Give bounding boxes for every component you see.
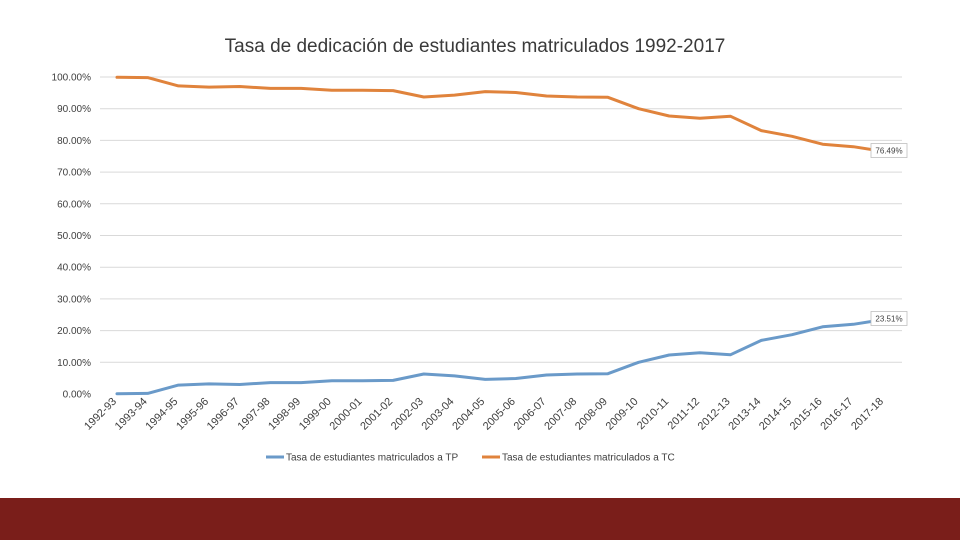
x-tick-label: 1999-00 (297, 396, 334, 433)
x-tick-label: 2005-06 (481, 396, 518, 433)
callout-label: 23.51% (875, 314, 902, 323)
x-tick-label: 2002-03 (389, 396, 426, 433)
x-tick-label: 2001-02 (358, 396, 395, 433)
x-tick-label: 2014-15 (757, 396, 794, 433)
x-tick-label: 2000-01 (328, 396, 365, 433)
chart-title: Tasa de dedicación de estudiantes matric… (224, 36, 726, 57)
data-callouts: 23.51% 76.49% (870, 143, 908, 326)
x-tick-label: 2004-05 (450, 396, 487, 433)
x-tick-label: 2013-14 (726, 396, 763, 433)
x-tick-label: 2016-17 (818, 396, 855, 433)
legend-item-tp: Tasa de estudiantes matriculados a TP (266, 453, 458, 464)
series-lines (115, 75, 886, 396)
y-tick-label: 100.00% (52, 73, 92, 84)
x-tick-label: 2010-11 (635, 396, 671, 432)
x-tick-label: 1997-98 (235, 396, 272, 433)
x-tick-label: 2012-13 (696, 396, 733, 433)
x-tick-label: 2017-18 (849, 396, 886, 433)
series-line-tc (115, 75, 886, 153)
y-tick-label: 0.00% (63, 390, 91, 401)
x-tick-label: 2015-16 (788, 396, 825, 433)
y-tick-label: 10.00% (57, 358, 91, 369)
x-tick-label: 1993-94 (113, 396, 150, 433)
x-tick-label: 1996-97 (205, 396, 242, 433)
y-tick-label: 90.00% (57, 104, 91, 115)
x-tick-label: 1992-93 (82, 396, 119, 433)
legend-label: Tasa de estudiantes matriculados a TP (286, 453, 458, 464)
y-tick-label: 30.00% (57, 294, 91, 305)
y-tick-label: 50.00% (57, 231, 91, 242)
legend-item-tc: Tasa de estudiantes matriculados a TC (482, 453, 675, 464)
y-tick-label: 20.00% (57, 326, 91, 337)
y-tick-label: 60.00% (57, 199, 91, 210)
callout-box (870, 311, 908, 326)
footer-band (0, 498, 960, 540)
callout-tc: 76.49% (870, 143, 908, 158)
callout-tp: 23.51% (870, 311, 908, 326)
y-tick-label: 70.00% (57, 168, 91, 179)
x-tick-label: 2009-10 (604, 396, 641, 433)
legend-label: Tasa de estudiantes matriculados a TC (502, 453, 675, 464)
x-tick-label: 2006-07 (512, 396, 549, 433)
x-tick-label: 2011-12 (666, 396, 702, 432)
x-tick-label: 1995-96 (174, 396, 211, 433)
x-tick-label: 2007-08 (542, 396, 579, 433)
callout-box (870, 143, 908, 158)
x-tick-label: 2008-09 (573, 396, 610, 433)
y-tick-label: 80.00% (57, 136, 91, 147)
grid-lines (100, 76, 902, 363)
x-tick-label: 1994-95 (143, 396, 180, 433)
line-chart: 0.00% 10.00% 20.00% 30.00% 40.00% 50.00% 60.00… (52, 73, 908, 464)
callout-label: 76.49% (875, 147, 902, 156)
x-tick-label: 2003-04 (420, 396, 457, 433)
x-tick-label: 1998-99 (266, 396, 303, 433)
x-axis-ticks: 1992-931993-941994-951995-961996-971997-… (82, 396, 886, 433)
y-axis-ticks: 0.00% 10.00% 20.00% 30.00% 40.00% 50.00% 60.00… (52, 73, 92, 401)
series-line-tp (115, 318, 886, 396)
y-tick-label: 40.00% (57, 263, 91, 274)
legend: Tasa de estudiantes matriculados a TP Tas… (266, 453, 675, 464)
